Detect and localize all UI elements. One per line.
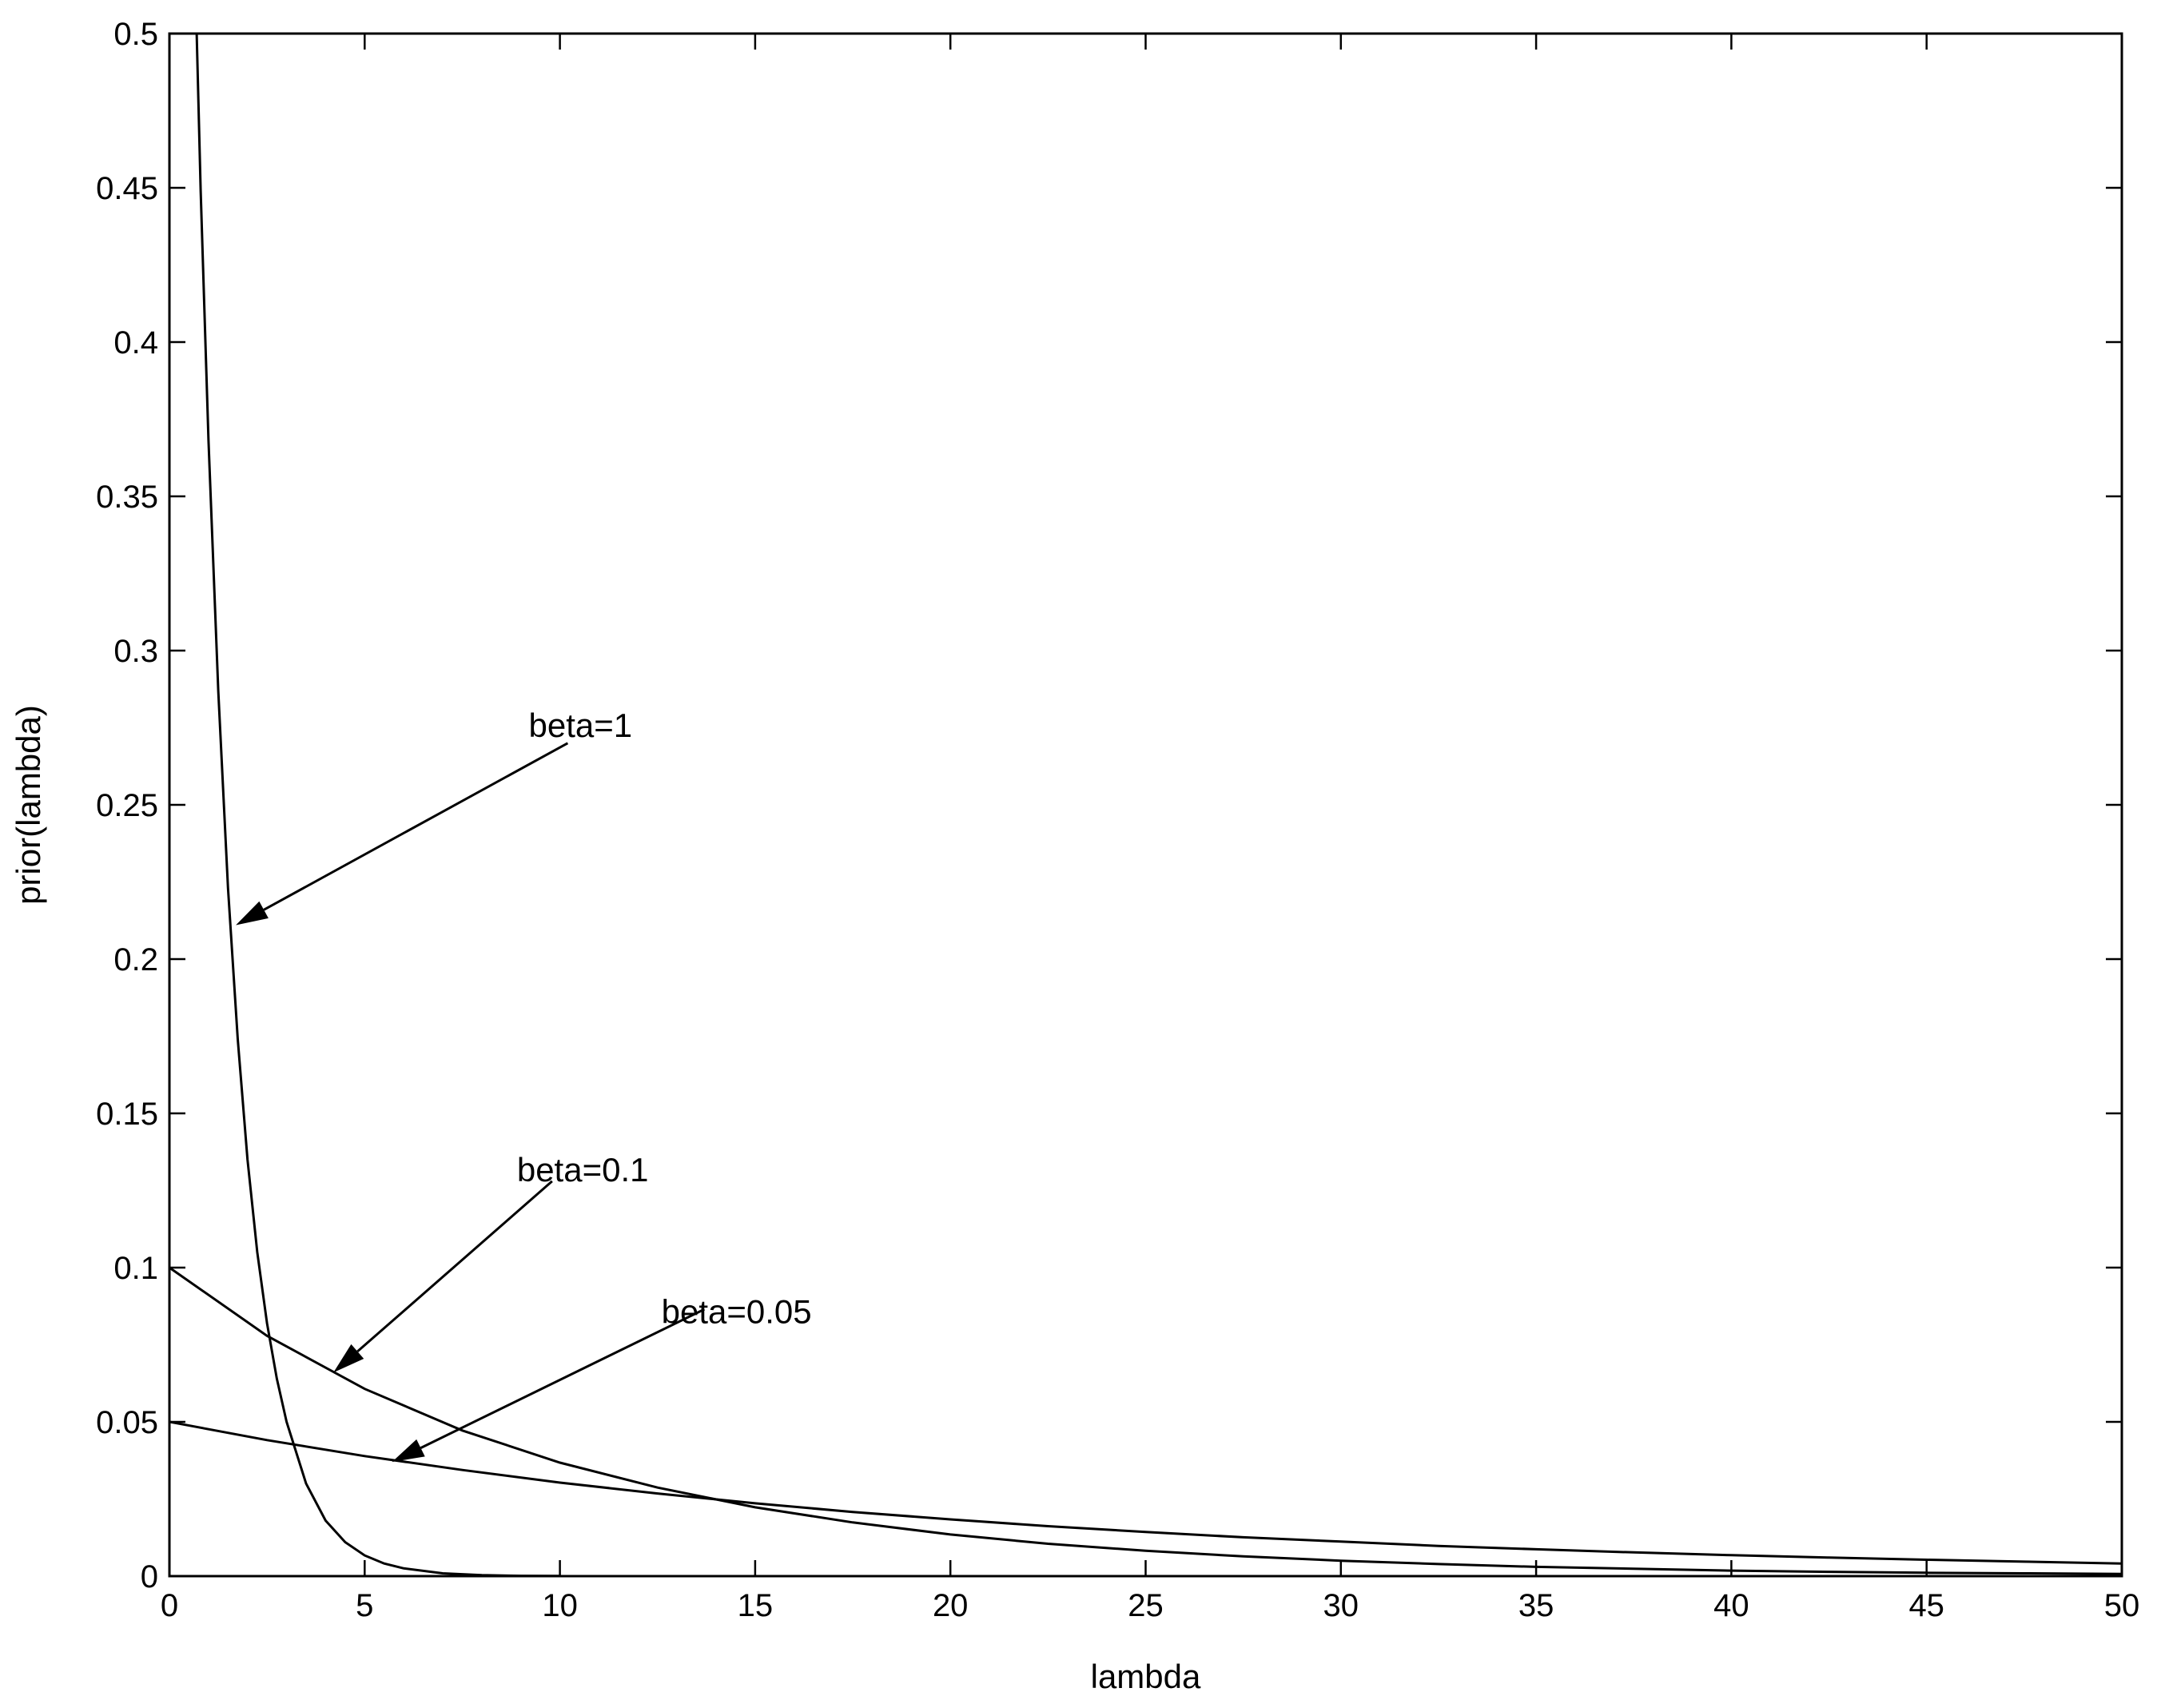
x-tick-label: 45 [1908,1588,1944,1623]
series-line-beta-1 [195,34,560,1576]
x-tick-label: 0 [161,1588,178,1623]
y-tick-label: 0.3 [113,634,158,669]
x-tick-label: 5 [356,1588,373,1623]
x-tick-label: 50 [2104,1588,2140,1623]
annotation-label: beta=0.1 [517,1151,649,1188]
y-tick-label: 0.5 [113,17,158,52]
annotation-arrow [420,1308,706,1449]
y-tick-label: 0.2 [113,942,158,977]
y-tick-label: 0.1 [113,1251,158,1286]
x-tick-label: 40 [1713,1588,1749,1623]
x-tick-label: 15 [738,1588,774,1623]
series-layer [169,34,2122,1576]
y-tick-label: 0.25 [96,788,158,823]
annotation-arrow [356,1180,553,1353]
y-tick-label: 0.15 [96,1097,158,1132]
annotation-label: beta=1 [529,707,633,744]
y-tick-label: 0 [141,1559,158,1595]
x-tick-label: 25 [1128,1588,1164,1623]
plot-frame [168,32,2123,1578]
plot-area [168,32,2123,1578]
x-tick-label: 30 [1323,1588,1359,1623]
annotation-arrowhead [333,1344,364,1373]
x-tick-label: 20 [933,1588,969,1623]
annotation-arrowhead [392,1439,425,1463]
x-tick-label: 10 [542,1588,578,1623]
y-axis-label: prior(lambda) [10,705,47,905]
annotation-arrowhead [236,901,269,926]
x-tick-label: 35 [1518,1588,1554,1623]
x-axis-label: lambda [1091,1658,1201,1695]
y-tick-label: 0.45 [96,171,158,206]
annotation-label: beta=0.05 [662,1292,812,1330]
y-tick-label: 0.05 [96,1405,158,1440]
y-tick-label: 0.4 [113,325,158,360]
series-line-beta-0-1 [169,1266,2122,1575]
series-line-beta-0-05 [169,1420,2122,1565]
axis-ticks: 0 5 10 15 20 25 30 35 40 45 50 0 0.05 0.1 0.15 0.2 0.25 0… [96,17,2139,1623]
y-tick-label: 0.35 [96,480,158,515]
annotations: beta=1 beta=0.1 beta=0.05 [236,707,812,1463]
annotation-arrow [263,742,569,911]
